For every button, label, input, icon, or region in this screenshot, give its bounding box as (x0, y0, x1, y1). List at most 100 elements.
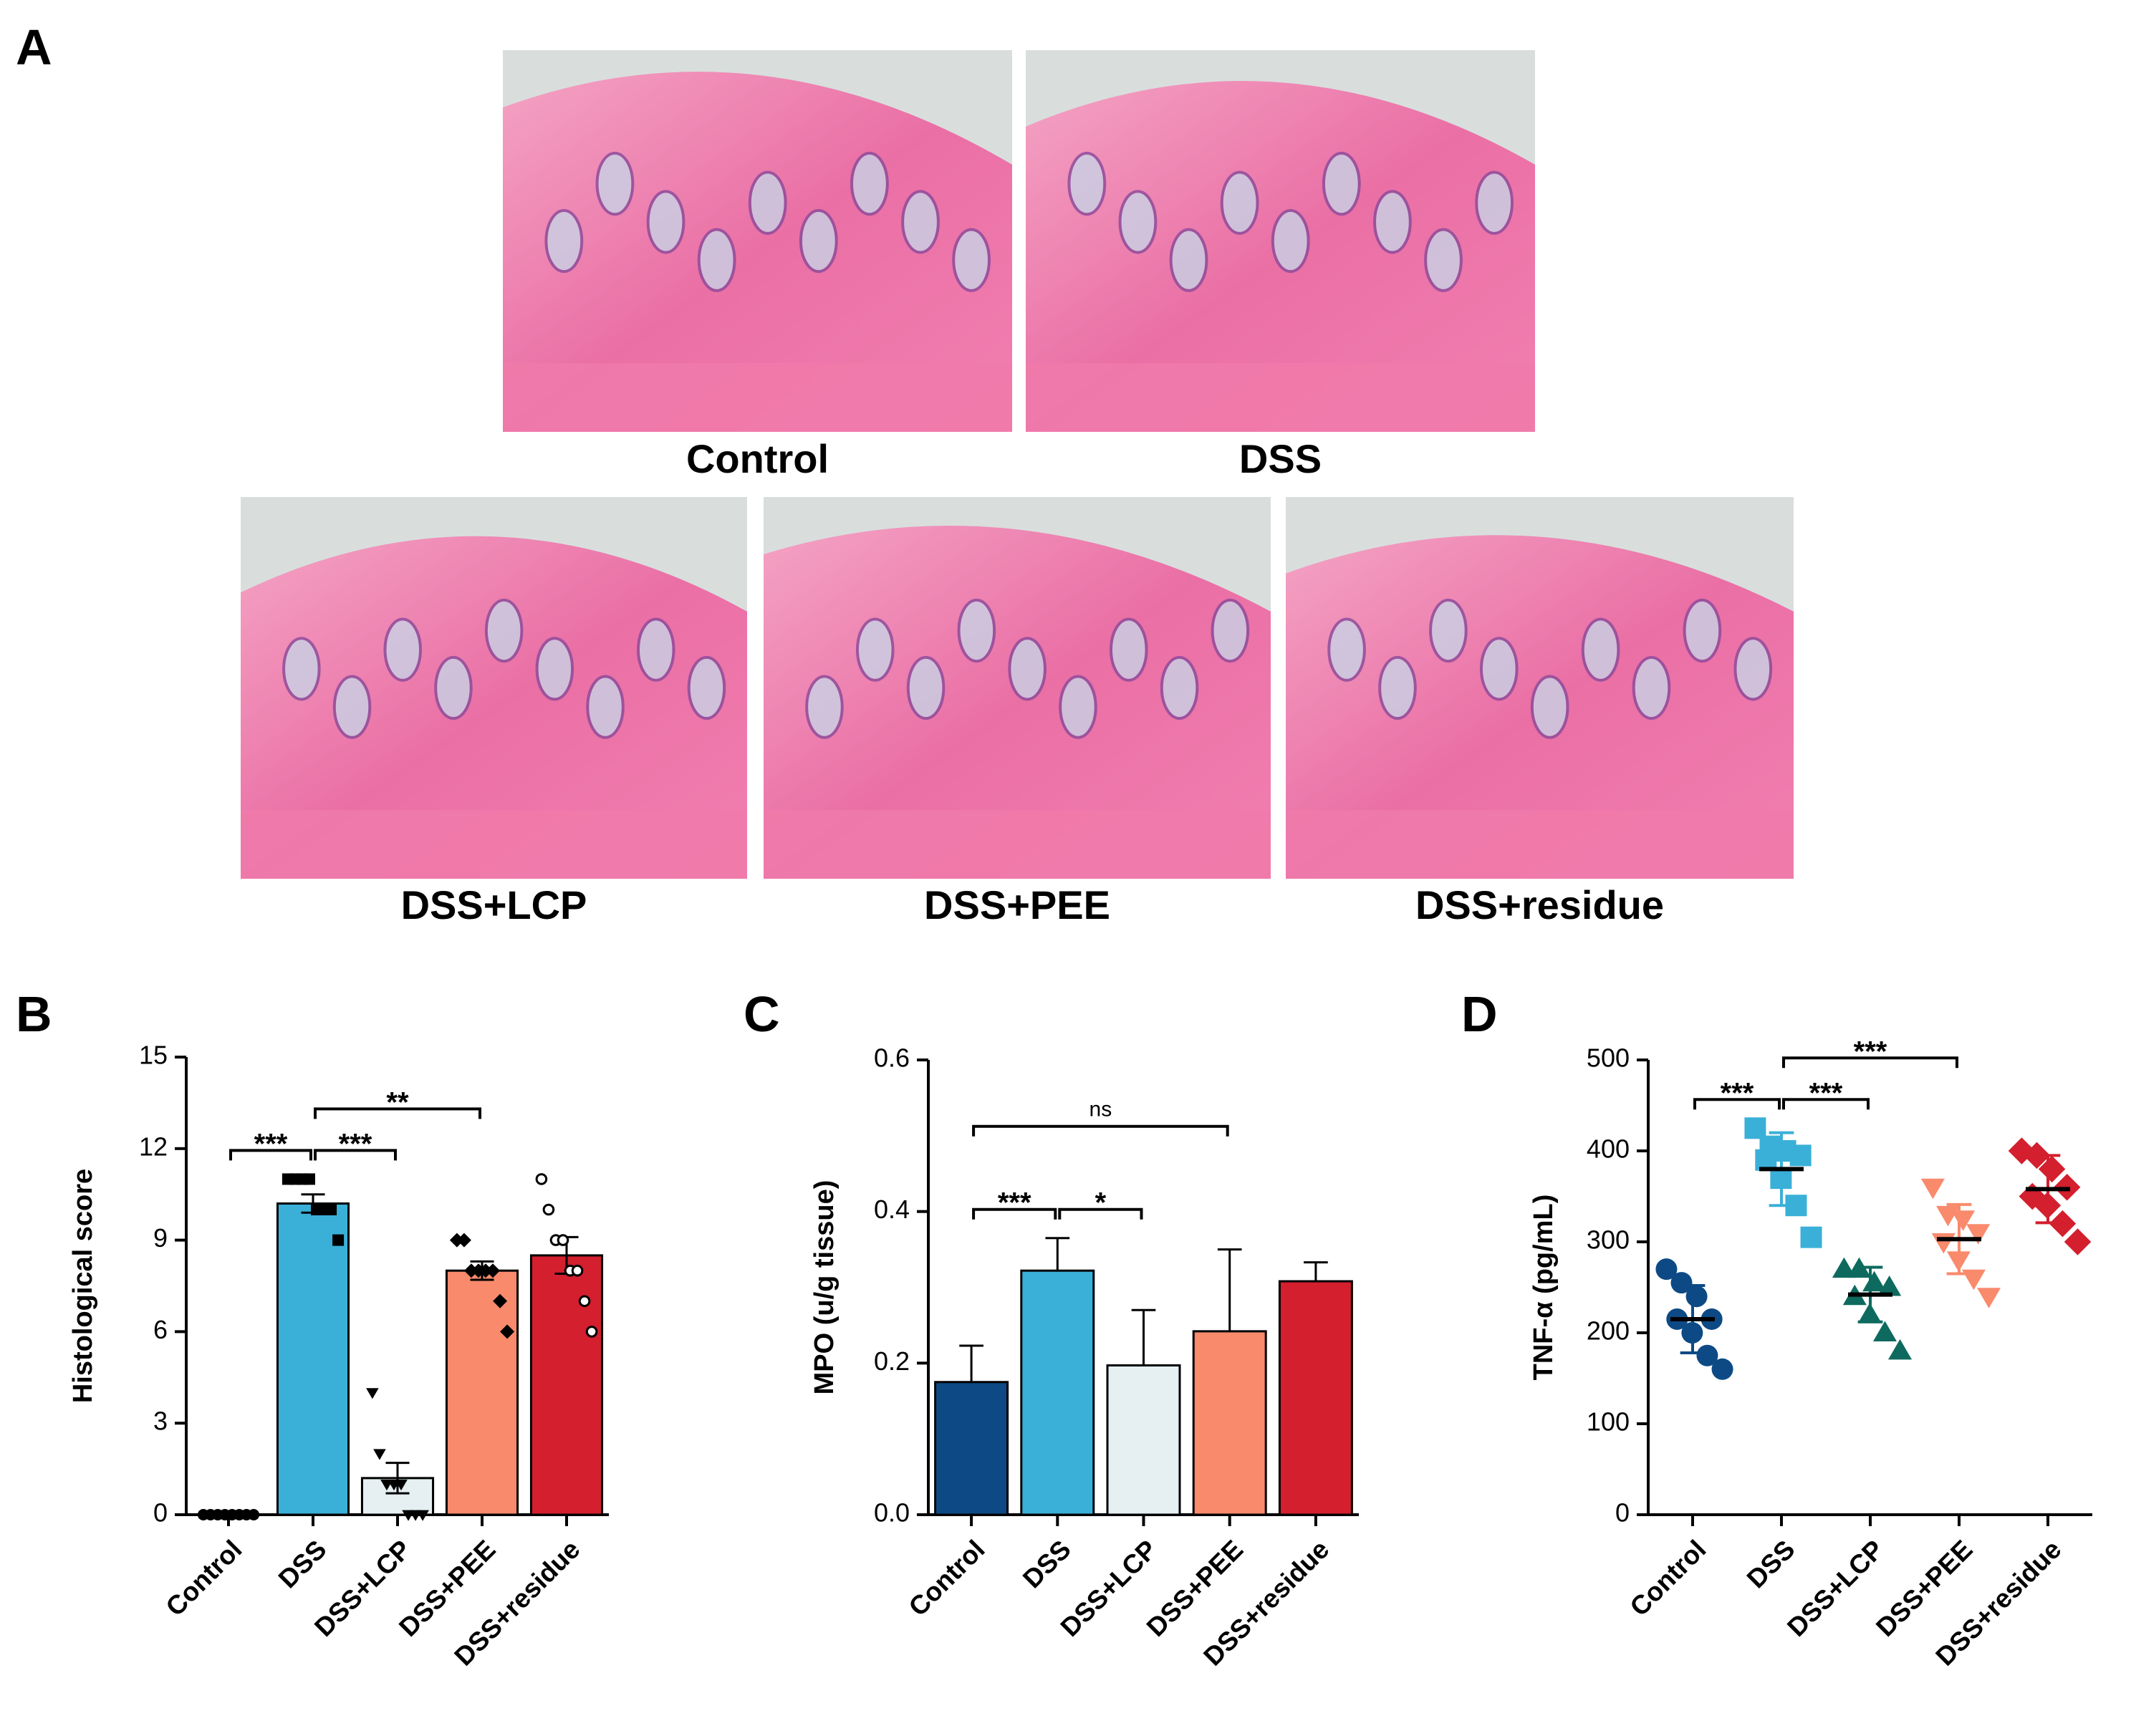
micrograph (241, 497, 747, 879)
y-tick-label: 300 (1587, 1225, 1630, 1255)
x-tick-label: Control (160, 1535, 248, 1622)
crypt (383, 617, 422, 682)
crypt (901, 190, 940, 254)
y-tick-label: 0 (153, 1498, 168, 1528)
micrograph (1026, 50, 1535, 432)
y-tick-label: 500 (1587, 1043, 1630, 1073)
significance-label: *** (1721, 1077, 1754, 1109)
data-point (478, 1263, 494, 1278)
significance-bracket (314, 1107, 481, 1119)
panel-letter: C (744, 986, 780, 1042)
crypt (1479, 637, 1519, 701)
crypt (1733, 637, 1773, 701)
tissue (764, 525, 1271, 879)
crypt (1211, 598, 1250, 663)
crypt (1059, 675, 1097, 739)
bar (1192, 1330, 1267, 1516)
crypt (586, 675, 625, 739)
x-tick-label: Control (903, 1535, 991, 1622)
panel-letter: A (16, 19, 52, 75)
significance-label: *** (1809, 1077, 1843, 1109)
data-point (1931, 1233, 1956, 1254)
data-point (2038, 1155, 2066, 1183)
data-point (542, 1203, 555, 1216)
crypt (952, 228, 991, 292)
micrograph-caption: DSS+PEE (924, 882, 1110, 927)
data-point (1877, 1276, 1902, 1296)
significance-label: *** (254, 1128, 288, 1159)
crypt (1160, 655, 1199, 720)
micrograph (764, 497, 1271, 879)
significance-bracket (1058, 1207, 1143, 1220)
data-point (1670, 1272, 1693, 1294)
data-point (248, 1509, 260, 1520)
bar (1106, 1364, 1181, 1516)
micrograph-caption: DSS+LCP (401, 882, 587, 927)
data-point (1789, 1144, 1812, 1167)
x-tick-label: DSS (1017, 1535, 1077, 1594)
significance-bracket (972, 1207, 1057, 1220)
significance-label: * (1095, 1187, 1107, 1219)
x-tick-label: DSS (273, 1535, 332, 1594)
crypt (1327, 617, 1366, 682)
muscle-layer (241, 810, 747, 879)
crypt (646, 190, 686, 254)
data-point (571, 1264, 584, 1277)
data-point (493, 1293, 508, 1308)
tissue (503, 72, 1012, 432)
bar (934, 1381, 1009, 1516)
x-tick-label: DSS (1741, 1535, 1801, 1594)
crypt (595, 151, 635, 216)
crypt (1632, 655, 1671, 720)
x-tick-label: Control (1625, 1535, 1712, 1622)
muscle-layer (764, 810, 1271, 879)
crypt (1475, 170, 1514, 235)
y-tick-label: 200 (1587, 1316, 1630, 1346)
micrograph-caption: DSS (1239, 436, 1322, 481)
significance-bracket (1782, 1098, 1870, 1110)
significance-bracket (1782, 1056, 1958, 1069)
data-point (1685, 1286, 1708, 1308)
data-point (1711, 1358, 1733, 1380)
data-point (373, 1449, 386, 1460)
crypt (282, 637, 321, 701)
crypt (544, 208, 584, 274)
significance-label: *** (339, 1128, 372, 1159)
crypt (805, 675, 844, 739)
bar (276, 1202, 350, 1516)
y-axis-title: Histological score (68, 1169, 98, 1403)
micrograph (503, 50, 1012, 432)
crypt (1220, 170, 1259, 235)
data-point (1966, 1224, 1991, 1245)
data-point (332, 1234, 345, 1246)
data-point (325, 1204, 337, 1215)
significance-label: *** (1854, 1036, 1887, 1067)
data-point (1862, 1270, 1887, 1292)
data-point (463, 1263, 478, 1278)
data-point (1888, 1339, 1913, 1360)
micrograph-caption: Control (686, 436, 829, 481)
crypt (434, 655, 473, 720)
crypt (1109, 617, 1148, 682)
data-point (449, 1233, 464, 1248)
crypt (957, 598, 996, 663)
y-tick-label: 100 (1587, 1407, 1630, 1437)
y-axis-title: TNF-α (pg/mL) (1529, 1195, 1559, 1381)
data-point (486, 1263, 501, 1278)
micrograph-caption: DSS+residue (1415, 882, 1664, 927)
muscle-layer (1026, 363, 1535, 432)
panel-letter: B (16, 986, 52, 1042)
crypt (1169, 228, 1208, 292)
panel-letter: D (1461, 986, 1498, 1042)
bar (1020, 1269, 1095, 1516)
data-point (1872, 1321, 1897, 1341)
significance-label: *** (998, 1187, 1031, 1219)
data-point (416, 1510, 429, 1521)
y-tick-label: 400 (1587, 1134, 1630, 1164)
crypt (748, 170, 787, 235)
data-point (1977, 1288, 2001, 1308)
crypt (1322, 151, 1361, 216)
data-point (395, 1480, 408, 1491)
crypt (906, 655, 946, 720)
significance-bracket (229, 1149, 312, 1161)
